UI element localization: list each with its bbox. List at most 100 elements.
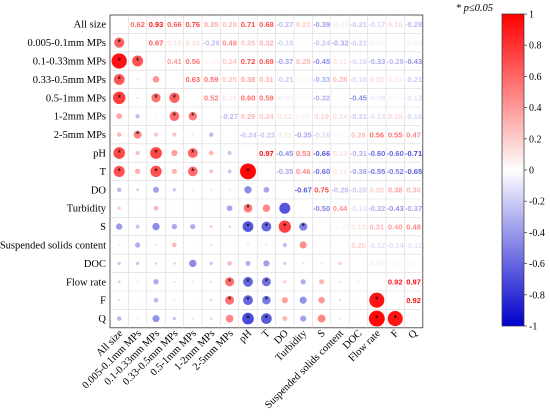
row-label-1-2mm-mps: 1-2mm MPs	[54, 112, 106, 123]
correlation-circle	[210, 207, 213, 210]
significance-star: *	[191, 166, 195, 176]
correlation-circle	[368, 310, 385, 327]
coefficient-label: 0.97	[406, 278, 421, 287]
coefficient-label: -0.28	[405, 20, 422, 29]
correlation-circle	[187, 148, 198, 158]
correlation-circle	[278, 220, 291, 233]
correlation-circle	[243, 203, 253, 213]
correlation-circle	[172, 316, 177, 321]
column-label-ph: pH	[237, 328, 254, 345]
correlation-circle	[227, 169, 232, 174]
correlation-circle	[173, 280, 176, 284]
coefficient-label: 0.69	[259, 57, 274, 66]
correlation-circle	[242, 221, 254, 233]
coefficient-label: 0.92	[406, 296, 421, 305]
correlation-circle	[209, 298, 213, 302]
coefficient-label: 0.60	[241, 94, 256, 103]
correlation-circle	[152, 315, 160, 323]
coefficient-label: -0.28	[387, 57, 404, 66]
coefficient-label: 0.02	[333, 94, 348, 103]
correlation-circle	[263, 186, 270, 193]
correlation-circle	[299, 222, 308, 231]
coefficient-label: 0.16	[388, 112, 403, 121]
correlation-circle	[209, 317, 213, 320]
coefficient-label: 0.16	[388, 20, 403, 29]
correlation-circle	[171, 223, 178, 230]
correlation-circle	[136, 299, 139, 302]
correlation-circle	[283, 261, 287, 266]
coefficient-label: -0.50	[313, 204, 330, 213]
row-label-2-5mm-mps: 2-5mm MPs	[54, 130, 106, 141]
correlation-circle	[169, 92, 180, 103]
correlation-circle	[299, 296, 307, 304]
correlation-circle	[151, 93, 161, 103]
correlation-circle	[261, 313, 272, 324]
coefficient-label: 0.12	[277, 112, 292, 121]
significance-star: *	[246, 203, 250, 213]
correlation-circle	[317, 314, 326, 323]
correlation-circle	[209, 261, 213, 266]
correlation-circle	[261, 221, 272, 232]
coefficient-label: -0.24	[313, 38, 331, 47]
correlation-circle	[173, 262, 176, 265]
correlation-circle	[245, 260, 251, 266]
correlation-circle	[117, 206, 121, 210]
row-label-doc: DOC	[84, 259, 106, 270]
matrix-frame	[109, 14, 424, 329]
correlation-circle	[369, 292, 385, 308]
coefficient-label: -0.60	[387, 149, 404, 158]
coefficient-label: 0.32	[259, 38, 274, 47]
coefficient-label: -0.14	[387, 241, 405, 250]
correlation-circle	[117, 280, 121, 284]
correlation-circle	[112, 91, 126, 105]
correlation-circle	[153, 297, 159, 303]
coefficient-label: -0.31	[350, 149, 367, 158]
significance-star: *	[191, 148, 195, 158]
coefficient-label: -0.32	[331, 38, 348, 47]
correlation-circle	[244, 186, 252, 194]
coefficient-label: 0.67	[149, 38, 164, 47]
coefficient-label: -0.16	[350, 75, 367, 84]
significance-star: *	[246, 277, 250, 287]
coefficient-label: -0.16	[313, 130, 330, 139]
coefficient-label: 0.97	[259, 149, 274, 158]
coefficient-label: -0.16	[350, 57, 367, 66]
correlation-circle	[265, 243, 268, 247]
correlation-circle	[243, 295, 253, 306]
coefficient-label: 0.11	[278, 130, 292, 139]
coefficient-label: 0.11	[333, 57, 347, 66]
coefficient-label: 0.40	[388, 222, 403, 231]
colorbar-tick-label: -1	[529, 322, 537, 333]
correlation-circle	[132, 55, 144, 67]
coefficient-label: 0.13	[351, 222, 366, 231]
coefficient-label: 0.05	[204, 57, 219, 66]
column-label-q: Q	[407, 328, 420, 341]
coefficient-label: -0.18	[276, 38, 293, 47]
coefficient-label: 0.11	[333, 167, 347, 176]
coefficient-label: 0.53	[296, 149, 311, 158]
coefficient-label: -0.21	[350, 20, 367, 29]
correlation-circle	[190, 223, 196, 230]
coefficient-label: -0.38	[350, 167, 367, 176]
row-label-ph: pH	[93, 149, 106, 160]
row-label-flow-rate: Flow rate	[66, 277, 106, 288]
correlation-circle	[208, 150, 214, 156]
row-label-0-1-0-33mm-mps: 0.1-0.33mm MPs	[33, 57, 106, 68]
significance-star: *	[154, 166, 158, 176]
coefficient-label: 0.19	[314, 112, 329, 121]
correlation-circle	[191, 207, 194, 210]
coefficient-label: -0.67	[295, 186, 312, 195]
coefficient-label: 0.47	[406, 130, 421, 139]
colorbar: 1 0.8 0.6 0.4 0.2 0 -0.2 -0.4 -0.6 -0.8 -1	[501, 10, 545, 333]
coefficient-label: 0.29	[241, 112, 256, 121]
column-label-t: T	[260, 328, 273, 341]
coefficient-label: 0.21	[296, 20, 311, 29]
correlation-circle	[282, 316, 288, 322]
coefficient-label: 0.24	[259, 112, 274, 121]
coefficient-label: -0.37	[405, 204, 422, 213]
correlation-circle	[262, 204, 271, 212]
coefficient-label: 0.46	[296, 167, 311, 176]
row-label-all-size: All size	[74, 20, 107, 31]
matrix-cells: 0.62 0.93 0.66 0.76 0.35 0.28 0.71 0.68 -0.27 0.2…	[111, 20, 422, 327]
